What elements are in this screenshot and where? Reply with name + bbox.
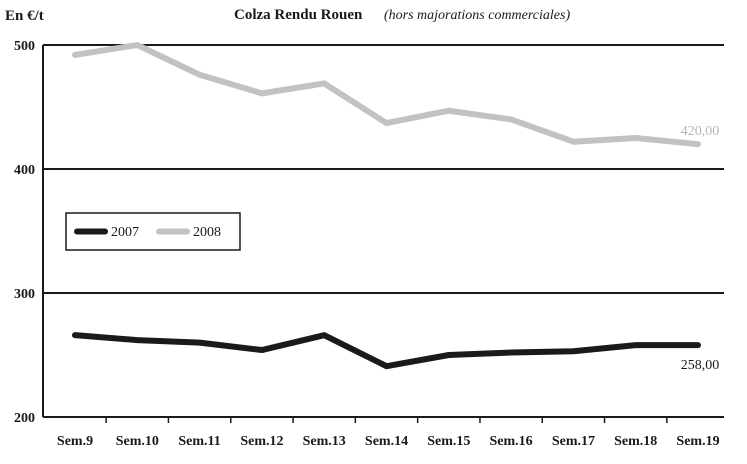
x-tick-label: Sem.18 (614, 434, 657, 449)
y-tick-labels: 500 400 300 200 (14, 39, 35, 426)
y-tick-label-400: 400 (14, 163, 35, 178)
x-tick-label: Sem.12 (240, 434, 283, 449)
end-label-2008: 420,00 (681, 124, 720, 139)
y-axis-label: En €/t (5, 8, 44, 24)
x-tick-label: Sem.16 (490, 434, 533, 449)
x-tick-label: Sem.11 (178, 434, 220, 449)
grid-lines (43, 44, 724, 294)
x-tick-label: Sem.19 (676, 434, 719, 449)
x-tick-label: Sem.13 (303, 434, 346, 449)
chart-title: Colza Rendu Rouen (234, 7, 363, 23)
end-labels: 258,00 420,00 (681, 124, 720, 373)
series-line-2008 (72, 42, 701, 148)
x-tick-label: Sem.17 (552, 434, 595, 449)
axes (42, 45, 724, 423)
legend: 2007 2008 (65, 212, 241, 251)
y-tick-label-300: 300 (14, 287, 35, 302)
x-tick-label: Sem.10 (116, 434, 159, 449)
x-tick-label: Sem.14 (365, 434, 408, 449)
x-tick-labels: Sem.9 Sem.10 Sem.11 Sem.12 Sem.13 Sem.14 Sem.1… (57, 434, 720, 449)
x-tick-label: Sem.15 (427, 434, 470, 449)
x-tick-label: Sem.9 (57, 434, 93, 449)
chart-subtitle: (hors majorations commerciales) (384, 8, 570, 23)
legend-label-2007: 2007 (111, 225, 139, 240)
end-label-2007: 258,00 (681, 358, 720, 373)
y-tick-label-500: 500 (14, 39, 35, 54)
legend-label-2008: 2008 (193, 225, 221, 240)
series-lines (72, 42, 701, 370)
series-line-2007 (72, 332, 701, 370)
y-tick-label-200: 200 (14, 411, 35, 426)
